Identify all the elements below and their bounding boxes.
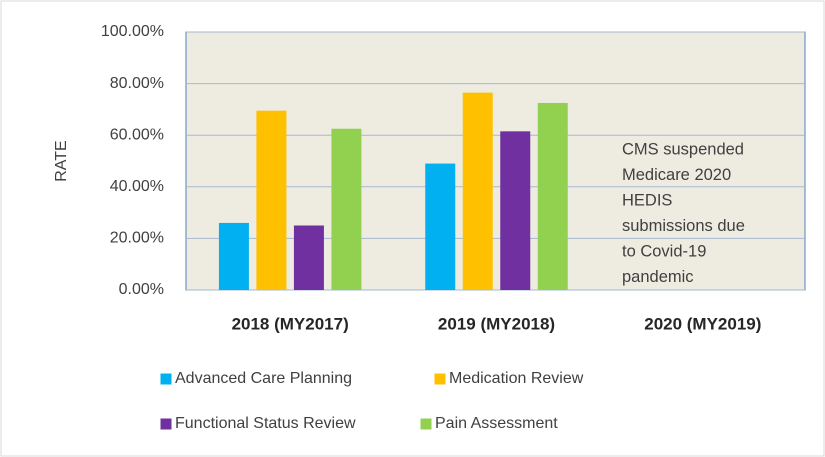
annotation: CMS suspended xyxy=(622,140,744,158)
x-tick-label: 2018 (MY2017) xyxy=(232,314,349,333)
legend-label: Functional Status Review xyxy=(175,415,356,432)
legend-swatch xyxy=(159,417,173,431)
annotation: HEDIS xyxy=(622,191,672,209)
y-tick-label: 100.00% xyxy=(101,23,164,40)
bar xyxy=(425,163,456,290)
y-tick-label: 80.00% xyxy=(110,75,164,92)
bar xyxy=(293,225,324,290)
x-tick-label: 2019 (MY2018) xyxy=(438,314,555,333)
bar xyxy=(537,102,568,290)
bar xyxy=(218,222,249,290)
legend-swatch xyxy=(419,417,433,431)
x-tick-label: 2020 (MY2019) xyxy=(644,314,761,333)
legend-swatch xyxy=(159,372,173,386)
y-axis-label: RATE xyxy=(53,140,70,181)
annotation: pandemic xyxy=(622,268,694,286)
y-tick-label: 0.00% xyxy=(119,281,164,298)
annotation: submissions due xyxy=(622,217,745,235)
y-tick-label: 20.00% xyxy=(110,230,164,247)
bar xyxy=(500,131,531,290)
y-tick-label: 60.00% xyxy=(110,126,164,143)
legend-swatch xyxy=(433,372,447,386)
plot-area xyxy=(185,31,806,291)
legend-label: Pain Assessment xyxy=(435,415,558,432)
legend-label: Medication Review xyxy=(449,370,584,387)
bar xyxy=(331,128,362,290)
annotation: Medicare 2020 xyxy=(622,166,731,184)
y-tick-label: 40.00% xyxy=(110,178,164,195)
annotation: to Covid-19 xyxy=(622,242,706,260)
bar xyxy=(462,92,493,290)
legend-label: Advanced Care Planning xyxy=(175,370,352,387)
bar xyxy=(256,110,287,290)
